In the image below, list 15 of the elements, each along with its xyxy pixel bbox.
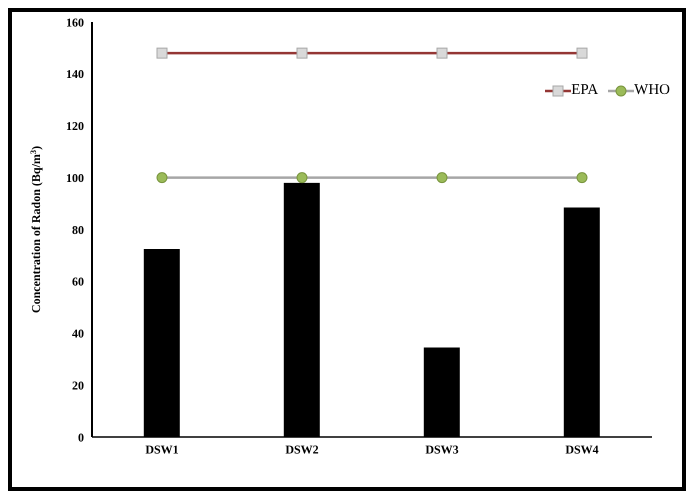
y-tick-label: 60 [72, 274, 84, 289]
x-tick-label: DSW2 [285, 442, 319, 457]
y-tick-label: 20 [72, 378, 84, 392]
y-tick-label: 100 [66, 170, 84, 185]
x-tick-label: DSW1 [145, 442, 179, 457]
y-tick-label: 80 [72, 222, 84, 237]
legend-label: WHO [634, 82, 670, 99]
y-tick-label: 40 [72, 326, 84, 341]
y-tick-label: 160 [66, 15, 84, 30]
y-tick-label: 0 [78, 430, 84, 444]
x-tick-label: DSW4 [565, 442, 599, 457]
legend-label: EPA [571, 82, 598, 99]
x-tick-label: DSW3 [425, 442, 459, 457]
y-tick-label: 120 [66, 119, 84, 134]
y-tick-label: 140 [66, 67, 84, 82]
